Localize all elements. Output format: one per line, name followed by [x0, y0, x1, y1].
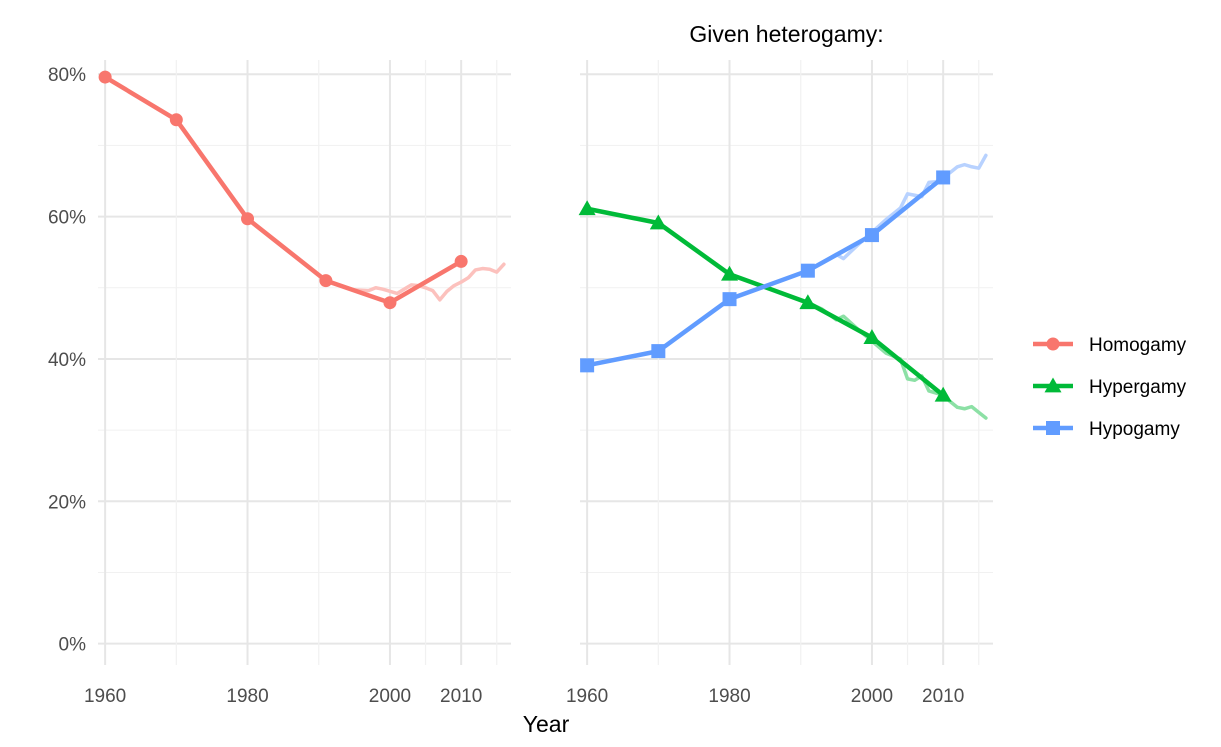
point-hypogamy — [722, 292, 737, 307]
series-line-hypergamy — [584, 206, 946, 398]
point-hypergamy — [578, 200, 596, 216]
annual-line-hypergamy — [806, 300, 988, 420]
x-tick-label: 1980 — [226, 686, 268, 707]
legend-label-homogamy: Homogamy — [1089, 335, 1187, 356]
x-tick-label: 2010 — [922, 686, 964, 707]
legend-label-hypergamy: Hypergamy — [1089, 377, 1187, 398]
x-tick-label: 2000 — [369, 686, 411, 707]
legend-key-hypergamy — [1044, 377, 1062, 393]
legend-key-homogamy — [1046, 337, 1060, 351]
point-homogamy — [169, 113, 183, 127]
point-homogamy — [98, 70, 112, 84]
point-homogamy — [454, 254, 468, 268]
point-homogamy — [319, 274, 333, 288]
series-line-hypogamy — [584, 175, 946, 368]
point-hypergamy — [934, 386, 952, 402]
y-tick-label: 60% — [48, 208, 86, 229]
point-hypogamy — [800, 263, 815, 278]
point-hypogamy — [936, 170, 951, 185]
panel-heterogamy: 1960 1980 2000 2010 Given heterogamy: — [566, 21, 993, 707]
legend: Homogamy Hypergamy Hypogamy — [1033, 335, 1187, 440]
series-line-homogamy — [102, 74, 464, 305]
point-hypergamy — [799, 294, 817, 310]
y-tick-label: 80% — [48, 65, 86, 86]
legend-label-hypogamy: Hypogamy — [1089, 419, 1180, 440]
legend-key-hypogamy — [1046, 421, 1060, 435]
x-tick-label: 1960 — [566, 686, 608, 707]
point-hypergamy — [863, 329, 881, 344]
x-tick-label: 2010 — [440, 686, 482, 707]
point-homogamy — [383, 296, 397, 310]
point-hypogamy — [864, 228, 879, 243]
point-hypogamy — [580, 358, 595, 373]
point-hypogamy — [651, 344, 666, 359]
panel-homogamy: 0% 20% 40% 60% 80% 1960 1980 2000 2010 — [48, 60, 511, 707]
y-tick-label: 0% — [59, 635, 87, 656]
y-tick-label: 20% — [48, 492, 86, 513]
y-tick-label: 40% — [48, 350, 86, 371]
x-axis-title: Year — [523, 711, 570, 737]
x-tick-label: 1980 — [708, 686, 750, 707]
point-hypergamy — [649, 214, 667, 230]
point-hypergamy — [721, 265, 739, 281]
panel-title: Given heterogamy: — [689, 21, 883, 47]
x-tick-label: 1960 — [84, 686, 126, 707]
x-tick-label: 2000 — [851, 686, 893, 707]
annual-line-homogamy — [324, 262, 506, 302]
point-homogamy — [241, 212, 255, 226]
